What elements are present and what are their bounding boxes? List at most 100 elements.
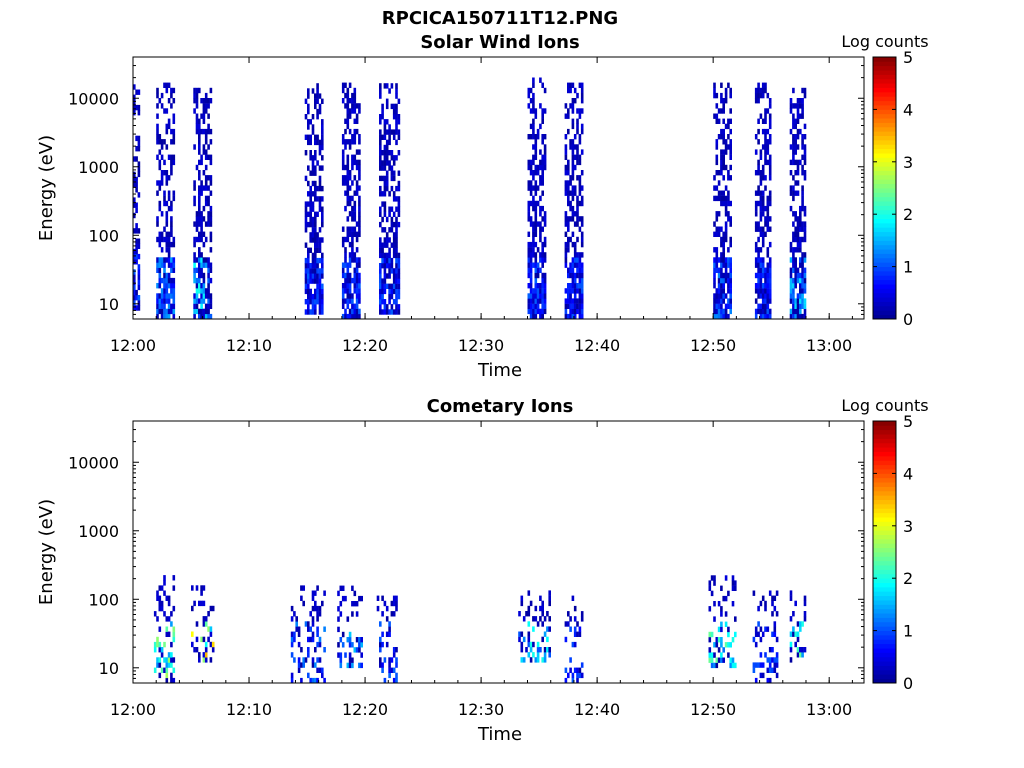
heatmap-cell	[801, 164, 804, 171]
heatmap-cell	[569, 262, 572, 268]
heatmap-cell	[799, 621, 802, 627]
heatmap-cell	[158, 303, 162, 309]
heatmap-cell	[202, 272, 206, 279]
heatmap-cell	[388, 247, 391, 253]
heatmap-cell	[193, 144, 196, 150]
heatmap-cell	[195, 257, 199, 263]
heatmap-cell	[137, 146, 141, 152]
heatmap-cell	[383, 134, 387, 140]
colorbar-segment	[873, 600, 896, 605]
heatmap-cell	[209, 211, 213, 217]
heatmap-cell	[754, 262, 758, 268]
heatmap-cell	[715, 103, 719, 109]
heatmap-cell	[290, 616, 294, 622]
heatmap-cell	[202, 216, 206, 222]
heatmap-cell	[717, 313, 721, 320]
heatmap-cell	[304, 283, 308, 289]
heatmap-cell	[388, 299, 391, 305]
heatmap-cell	[720, 170, 723, 176]
heatmap-cell	[172, 190, 176, 196]
heatmap-cell	[397, 170, 401, 176]
heatmap-cell	[796, 159, 800, 166]
heatmap-cell	[321, 293, 324, 300]
heatmap-cell	[344, 82, 347, 88]
heatmap-cell	[316, 93, 319, 99]
heatmap-cell	[573, 257, 577, 263]
heatmap-cell	[792, 195, 795, 202]
heatmap-cell	[170, 641, 173, 648]
heatmap-cell	[314, 242, 317, 248]
heatmap-cell	[304, 221, 308, 228]
heatmap-cell	[715, 313, 719, 320]
heatmap-cell	[571, 267, 575, 273]
y-tick-label: 100	[88, 226, 119, 245]
heatmap-cell	[163, 298, 166, 304]
heatmap-cell	[724, 123, 728, 130]
colorbar-segment	[873, 547, 896, 553]
heatmap-cell	[724, 267, 728, 273]
heatmap-cell	[792, 303, 795, 309]
heatmap-cell	[160, 277, 164, 284]
colorbar-segment	[873, 288, 896, 294]
heatmap-cell	[304, 257, 308, 264]
heatmap-cell	[757, 252, 760, 258]
colorbar-segment	[873, 669, 896, 675]
heatmap-cell	[768, 241, 772, 248]
heatmap-cell	[153, 641, 157, 648]
heatmap-cell	[156, 134, 159, 140]
heatmap-cell	[713, 272, 716, 279]
heatmap-cell	[727, 303, 730, 309]
heatmap-cell	[390, 83, 394, 89]
heatmap-cell	[170, 216, 173, 222]
heatmap-cell	[539, 180, 542, 186]
heatmap-cell	[713, 616, 716, 622]
heatmap-cell	[358, 221, 361, 227]
heatmap-cell	[137, 166, 141, 172]
heatmap-cell	[397, 268, 401, 274]
heatmap-cell	[759, 303, 763, 309]
heatmap-cell	[392, 191, 396, 197]
heatmap-cell	[355, 103, 359, 109]
heatmap-cell	[708, 647, 712, 653]
heatmap-cell	[764, 149, 767, 155]
heatmap-cell	[307, 221, 310, 228]
heatmap-cell	[395, 672, 398, 679]
heatmap-cell	[383, 144, 387, 151]
heatmap-cell	[766, 288, 770, 294]
heatmap-cell	[135, 238, 138, 244]
heatmap-cell	[757, 98, 760, 104]
heatmap-cell	[801, 226, 804, 232]
x-tick-label: 12:20	[342, 700, 388, 719]
heatmap-cell	[202, 293, 206, 299]
heatmap-cell	[529, 257, 533, 263]
heatmap-cell	[724, 226, 728, 232]
heatmap-cell	[773, 595, 777, 601]
heatmap-cell	[163, 108, 166, 114]
heatmap-cell	[348, 113, 352, 119]
heatmap-cell	[348, 277, 352, 284]
heatmap-cell	[792, 103, 795, 109]
heatmap-cell	[801, 236, 804, 243]
heatmap-cell	[163, 580, 166, 586]
heatmap-cell	[316, 641, 319, 648]
heatmap-cell	[759, 175, 763, 181]
heatmap-cell	[761, 241, 765, 248]
heatmap-cell	[717, 118, 721, 124]
heatmap-cell	[567, 128, 570, 135]
heatmap-cell	[792, 277, 795, 284]
heatmap-cell	[392, 134, 396, 140]
heatmap-cell	[713, 82, 716, 88]
heatmap-cell	[318, 180, 322, 187]
heatmap-cell	[167, 277, 171, 284]
heatmap-cell	[167, 154, 171, 160]
heatmap-cell	[546, 647, 549, 653]
heatmap-cell	[311, 257, 315, 264]
heatmap-cell	[722, 293, 725, 299]
heatmap-cell	[204, 616, 208, 622]
heatmap-cell	[729, 87, 732, 94]
heatmap-cell	[316, 283, 319, 289]
heatmap-cell	[165, 128, 169, 135]
heatmap-cell	[527, 180, 531, 186]
heatmap-cell	[754, 641, 758, 648]
heatmap-cell	[193, 87, 196, 94]
